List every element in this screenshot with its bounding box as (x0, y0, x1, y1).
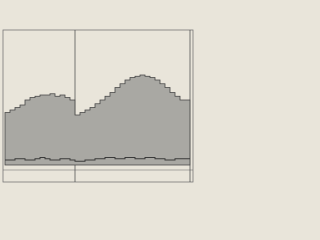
area (4, 74, 191, 166)
chart (2, 29, 194, 183)
frame (2, 29, 194, 183)
line (5, 157, 190, 162)
